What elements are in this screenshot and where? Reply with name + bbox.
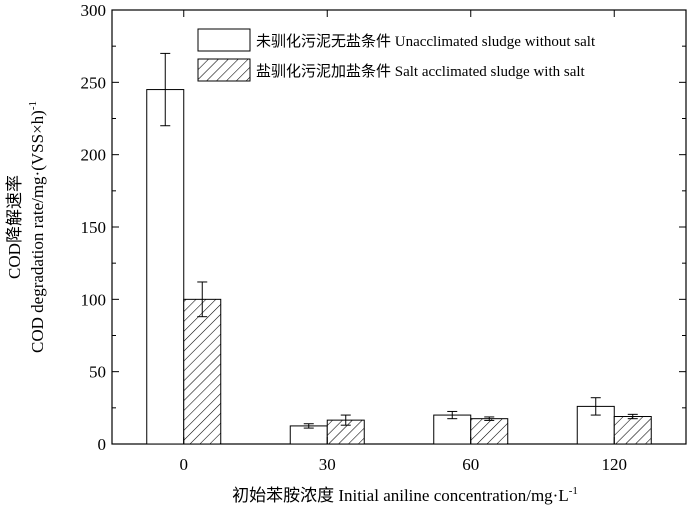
bar-unacclimated — [289, 425, 328, 445]
y-tick-label: 50 — [89, 363, 106, 382]
bar-salt-acclimated — [183, 298, 222, 445]
bar-unacclimated — [146, 89, 185, 445]
x-axis-title: 初始苯胺浓度 Initial aniline concentration/mg·… — [232, 485, 578, 505]
legend-label-hatched: 盐驯化污泥加盐条件 Salt acclimated sludge with sa… — [256, 63, 586, 80]
y-axis-title-superscript: -1 — [27, 101, 39, 110]
y-tick-label: 150 — [81, 218, 107, 237]
x-tick-label: 120 — [602, 455, 628, 474]
bars — [146, 89, 652, 445]
bar-salt-acclimated — [613, 416, 652, 445]
x-tick-label: 60 — [462, 455, 479, 474]
bar-salt-acclimated — [470, 418, 509, 445]
y-tick-label: 300 — [81, 1, 107, 20]
x-tick-label: 0 — [180, 455, 189, 474]
error-bars — [160, 52, 638, 429]
y-axis-title-line2: COD degradation rate/mg·(VSS×h)-1 — [27, 101, 47, 353]
y-tick-label: 0 — [98, 435, 107, 454]
legend-swatch-open — [197, 28, 251, 52]
x-axis-title-superscript: -1 — [569, 485, 578, 497]
x-tick-label: 30 — [319, 455, 336, 474]
legend-label-open: 未驯化污泥无盐条件 Unacclimated sludge without sa… — [256, 33, 596, 50]
legend: 未驯化污泥无盐条件 Unacclimated sludge without sa… — [197, 28, 596, 82]
bar-unacclimated — [433, 414, 472, 445]
y-tick-label: 100 — [81, 290, 107, 309]
y-tick-label: 250 — [81, 73, 107, 92]
x-axis-ticks: 0 30 60 120 — [180, 10, 628, 474]
y-axis-ticks: 0 50 100 150 200 250 300 — [81, 1, 686, 454]
y-axis-title-line1: COD降解速率 — [5, 175, 24, 279]
y-tick-label: 200 — [81, 146, 107, 165]
legend-swatch-hatched — [197, 58, 251, 82]
